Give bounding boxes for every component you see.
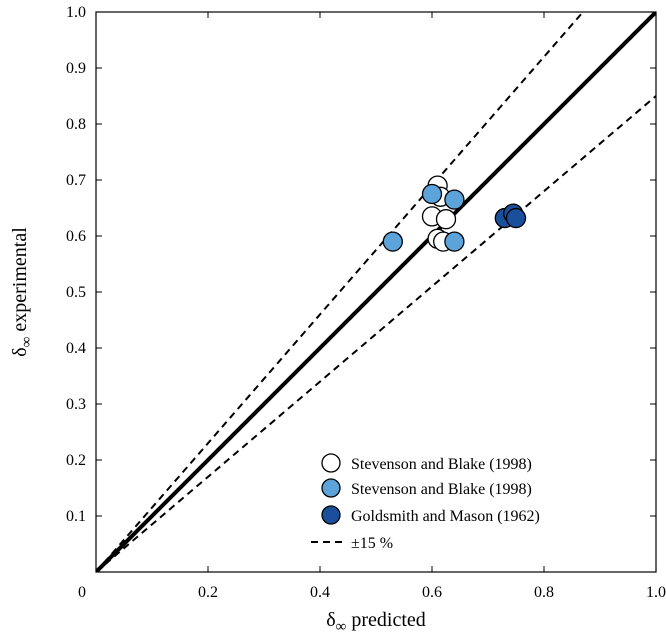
y-tick-label: 0.4	[66, 340, 86, 357]
y-tick-label: 0.9	[66, 60, 86, 77]
x-tick-label: 0	[78, 584, 86, 601]
y-axis-subscript: ∞	[19, 337, 35, 348]
x-tick-label: 0.8	[534, 584, 554, 601]
x-axis-text: predicted	[346, 609, 425, 631]
legend-marker-white	[321, 453, 341, 473]
y-tick-label: 0.7	[66, 172, 86, 189]
data-point-series-1	[435, 209, 457, 230]
x-tick-label: 1.0	[646, 584, 666, 601]
y-tick-label: 1.0	[66, 4, 86, 21]
data-point-series-3	[505, 207, 527, 229]
y-tick-label: 0.2	[66, 452, 86, 469]
y-axis-text: experimental	[9, 227, 31, 337]
x-axis-title: δ∞ predicted	[326, 609, 426, 635]
y-axis-title: δ∞ experimental	[9, 227, 35, 357]
x-axis-symbol: δ	[326, 609, 335, 631]
x-axis-subscript: ∞	[336, 619, 347, 635]
legend-marker-dark-blue	[321, 505, 341, 525]
x-tick-label: 0.4	[310, 584, 330, 601]
data-point-series-2	[421, 183, 443, 205]
legend-label-4: ±15 %	[351, 535, 393, 552]
y-tick-label: 0.1	[66, 508, 86, 525]
deviation-line-1	[96, 12, 585, 572]
y-axis-symbol: δ	[9, 347, 31, 356]
x-tick-label: 0.6	[422, 584, 442, 601]
legend-label-3: Goldsmith and Mason (1962)	[351, 508, 540, 525]
legend-marker-light-blue	[321, 478, 341, 498]
data-point-series-2	[382, 231, 403, 252]
y-tick-label: 0.6	[66, 228, 86, 245]
legend-label-2: Stevenson and Blake (1998)	[351, 481, 532, 498]
y-tick-label: 0.3	[66, 396, 86, 413]
legend: Stevenson and Blake (1998) Stevenson and…	[311, 453, 540, 552]
x-tick-label: 0.2	[198, 584, 218, 601]
legend-label-1: Stevenson and Blake (1998)	[351, 456, 532, 473]
y-tick-label: 0.5	[66, 284, 86, 301]
deviation-line-2	[96, 94, 656, 572]
y-tick-label: 0.8	[66, 116, 86, 133]
data-point-series-2	[444, 231, 465, 252]
data-point-series-2	[444, 189, 465, 210]
